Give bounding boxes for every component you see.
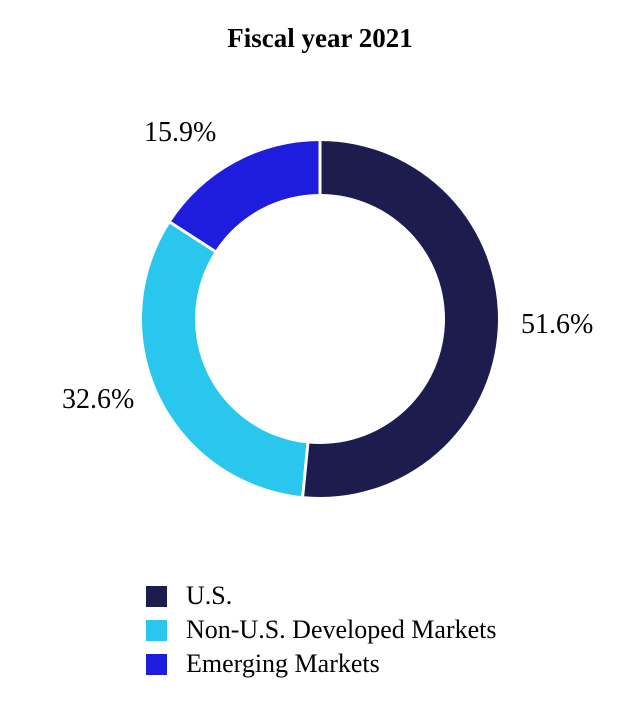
legend-label-non-us-developed: Non-U.S. Developed Markets: [186, 615, 497, 644]
segment-separator: [300, 440, 310, 500]
legend-swatch-us-icon: [146, 585, 167, 607]
legend: U.S. Non-U.S. Developed Markets Emerging…: [146, 581, 497, 687]
legend-label-us: U.S.: [186, 581, 233, 610]
legend-swatch-non-us-developed-icon: [146, 619, 167, 641]
slice-label-us: 51.6%: [521, 309, 594, 340]
slice-label-non-us-developed: 32.6%: [62, 384, 135, 415]
legend-swatch-emerging-icon: [146, 653, 167, 675]
donut-segment-0: [302, 141, 498, 498]
chart-title: Fiscal year 2021: [227, 23, 413, 53]
legend-item-non-us-developed: Non-U.S. Developed Markets: [146, 615, 497, 644]
donut-segment-1: [142, 222, 308, 497]
slice-label-emerging: 15.9%: [144, 117, 217, 148]
donut-segment-2: [170, 141, 320, 252]
legend-item-emerging: Emerging Markets: [146, 649, 497, 678]
legend-item-us: U.S.: [146, 581, 497, 610]
segment-separator: [167, 219, 219, 255]
legend-label-emerging: Emerging Markets: [186, 649, 380, 678]
